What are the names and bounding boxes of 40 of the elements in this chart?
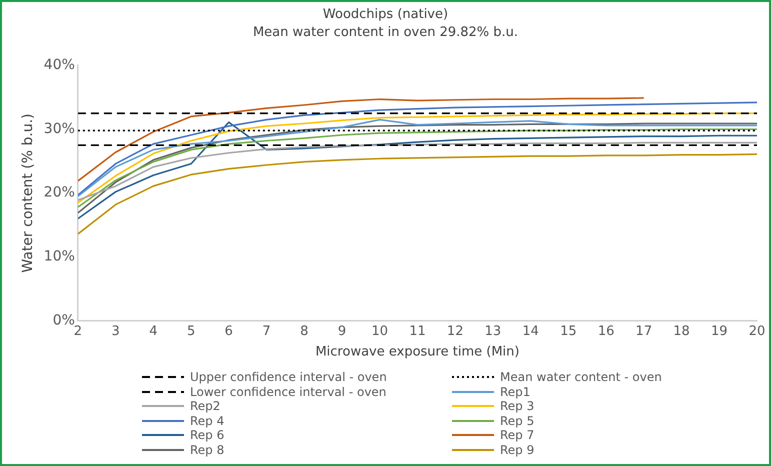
legend-label: Rep2 — [190, 399, 220, 414]
x-tick-label: 10 — [371, 324, 388, 339]
x-tick-label: 11 — [409, 324, 426, 339]
x-tick-label: 9 — [338, 324, 346, 339]
x-tick-label: 2 — [74, 324, 82, 339]
x-tick-label: 20 — [748, 324, 766, 339]
x-tick-label: 6 — [224, 324, 233, 339]
x-tick-label: 14 — [522, 324, 539, 339]
y-tick-label: 0% — [52, 312, 75, 328]
x-tick-label: 19 — [711, 324, 728, 339]
legend-label: Rep 4 — [190, 414, 224, 428]
legend-label: Upper confidence interval - oven — [190, 370, 387, 384]
x-tick-label: 7 — [262, 324, 271, 339]
y-axis-title: Water content (% b.u.) — [20, 113, 36, 273]
x-tick-label: 18 — [673, 324, 690, 339]
x-tick-label: 4 — [149, 324, 158, 339]
y-tick-label: 10% — [44, 248, 75, 265]
legend-label: Rep 3 — [500, 399, 534, 414]
y-tick-label: 30% — [44, 120, 75, 137]
y-tick-label: 20% — [44, 184, 75, 201]
x-tick-label: 17 — [636, 324, 652, 339]
legend-label: Rep 9 — [500, 442, 534, 457]
x-tick-label: 12 — [446, 324, 464, 339]
x-tick-label: 3 — [112, 324, 120, 339]
x-tick-label: 8 — [300, 324, 308, 339]
legend-label: Rep 8 — [190, 442, 224, 457]
x-tick-label: 15 — [560, 324, 577, 339]
chart-title: Woodchips (native) — [322, 6, 450, 24]
chart-subtitle: Mean water content in oven 29.82% b.u. — [252, 24, 520, 42]
legend-label: Rep 7 — [500, 428, 534, 442]
legend-label: Mean water content - oven — [500, 370, 662, 384]
y-tick-label: 40% — [44, 57, 75, 74]
legend-label: Rep 5 — [500, 414, 534, 428]
x-tick-label: 5 — [186, 324, 196, 339]
legend-label: Rep1 — [500, 384, 530, 399]
legend-label: Lower confidence interval - oven — [190, 384, 386, 399]
x-axis-title: Microwave exposure time (Min) — [315, 344, 520, 360]
x-tick-label: 16 — [598, 324, 614, 339]
legend-label: Rep 6 — [190, 428, 224, 442]
x-tick-label: 13 — [484, 324, 502, 339]
